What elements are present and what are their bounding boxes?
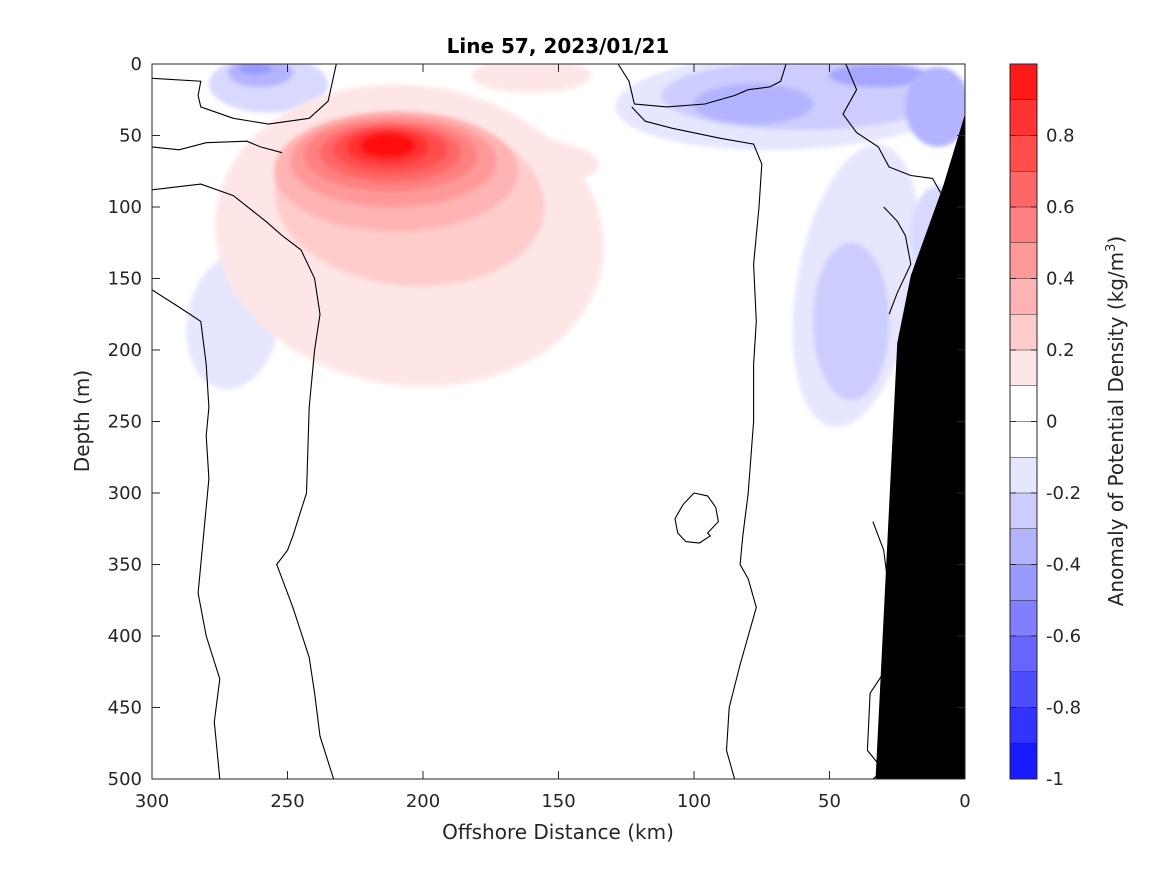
x-tick-label: 300 bbox=[135, 791, 169, 812]
colorbar-segment bbox=[1010, 493, 1037, 529]
y-tick-label: 450 bbox=[108, 698, 142, 719]
y-axis-label: Depth (m) bbox=[70, 370, 94, 472]
colorbar-tick-label: 0 bbox=[1046, 412, 1057, 433]
zero-contour bbox=[617, 64, 787, 108]
colorbar-segment bbox=[1010, 564, 1037, 601]
negative-region bbox=[238, 64, 272, 75]
zero-contour bbox=[152, 140, 283, 154]
y-tick-label: 150 bbox=[108, 269, 142, 290]
positive-region bbox=[471, 64, 592, 93]
bathymetry-land bbox=[875, 114, 965, 780]
colorbar-segment bbox=[1010, 457, 1037, 493]
y-tick-label: 0 bbox=[131, 54, 142, 75]
colorbar-segment bbox=[1010, 350, 1037, 386]
colorbar-segment bbox=[1010, 671, 1037, 708]
y-tick-label: 350 bbox=[108, 555, 142, 576]
zero-contour bbox=[674, 492, 719, 544]
x-tick-label: 200 bbox=[406, 791, 440, 812]
colorbar-segment bbox=[1010, 171, 1037, 207]
zero-contour bbox=[152, 64, 337, 125]
y-tick-label: 250 bbox=[108, 412, 142, 433]
colorbar-ticks: 0.8 0.6 0.4 0.2 0 -0.2 -0.4 -0.6 -0.8 -1 bbox=[1010, 126, 1081, 790]
colorbar-tick-label: -0.8 bbox=[1046, 698, 1081, 719]
zero-contour bbox=[152, 289, 221, 779]
colorbar-segment bbox=[1010, 99, 1037, 136]
colorbar-tick-label: 0.8 bbox=[1046, 126, 1075, 147]
colorbar-segment bbox=[1010, 421, 1037, 458]
colorbar-segment bbox=[1010, 242, 1037, 279]
x-tick-label: 50 bbox=[818, 791, 841, 812]
y-tick-label: 300 bbox=[108, 483, 142, 504]
colorbar-segment bbox=[1010, 207, 1037, 243]
chart-title: Line 57, 2023/01/21 bbox=[447, 34, 670, 58]
negative-region bbox=[829, 64, 928, 87]
negative-region bbox=[905, 66, 965, 147]
colorbar-label: Anomaly of Potential Density (kg/m3) bbox=[1104, 236, 1128, 606]
y-axis: 0 50 100 150 200 250 300 350 400 450 500 bbox=[108, 54, 965, 790]
colorbar-tick-label: -0.6 bbox=[1046, 626, 1081, 647]
x-axis-label: Offshore Distance (km) bbox=[442, 820, 674, 844]
colorbar-segment bbox=[1010, 600, 1037, 636]
zero-contour bbox=[842, 64, 942, 193]
negative-region bbox=[694, 84, 814, 125]
colorbar-segment bbox=[1010, 64, 1037, 100]
colorbar-tick-label: -1 bbox=[1046, 769, 1064, 790]
colorbar-tick-label: 0.4 bbox=[1046, 269, 1075, 290]
colorbar-segment bbox=[1010, 314, 1037, 350]
x-tick-label: 250 bbox=[270, 791, 304, 812]
negative-region bbox=[813, 242, 890, 401]
x-tick-label: 0 bbox=[959, 791, 970, 812]
zero-contour bbox=[883, 206, 912, 315]
y-tick-label: 50 bbox=[119, 126, 142, 147]
y-tick-label: 200 bbox=[108, 340, 142, 361]
colorbar-segment bbox=[1010, 135, 1037, 172]
zero-contour bbox=[152, 183, 335, 779]
x-tick-label: 100 bbox=[677, 791, 711, 812]
positive-region bbox=[360, 134, 415, 157]
x-tick-label: 150 bbox=[541, 791, 575, 812]
x-axis: 300 250 200 150 100 50 0 bbox=[135, 64, 971, 812]
colorbar-segment bbox=[1010, 636, 1037, 672]
colorbar-segment bbox=[1010, 528, 1037, 565]
colorbar-tick-label: 0.6 bbox=[1046, 197, 1075, 218]
colorbar-segment bbox=[1010, 707, 1037, 744]
zero-contour bbox=[631, 106, 763, 779]
colorbar-segment bbox=[1010, 385, 1037, 422]
y-tick-label: 100 bbox=[108, 197, 142, 218]
colorbar-tick-label: 0.2 bbox=[1046, 340, 1075, 361]
colorbar-tick-label: -0.4 bbox=[1046, 555, 1081, 576]
y-tick-label: 500 bbox=[108, 769, 142, 790]
colorbar-tick-label: -0.2 bbox=[1046, 483, 1081, 504]
colorbar-segment bbox=[1010, 743, 1037, 779]
colorbar-segment bbox=[1010, 278, 1037, 315]
y-tick-label: 400 bbox=[108, 626, 142, 647]
